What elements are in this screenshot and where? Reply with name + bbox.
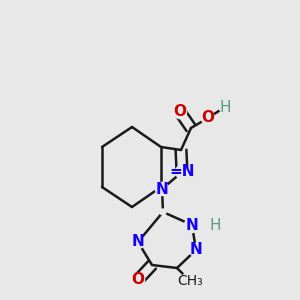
Circle shape — [181, 272, 199, 290]
Circle shape — [131, 236, 145, 249]
Circle shape — [131, 273, 145, 286]
Circle shape — [184, 218, 200, 232]
Circle shape — [155, 182, 169, 196]
Text: O: O — [202, 110, 214, 125]
Text: O: O — [131, 272, 145, 287]
Text: N: N — [186, 218, 198, 232]
Text: N: N — [156, 182, 168, 196]
Circle shape — [209, 219, 221, 231]
Text: CH₃: CH₃ — [177, 274, 203, 288]
Text: H: H — [219, 100, 231, 115]
Circle shape — [176, 165, 189, 178]
Circle shape — [173, 105, 187, 119]
Circle shape — [219, 101, 231, 113]
Text: N: N — [132, 235, 144, 250]
Text: N: N — [190, 242, 202, 257]
Text: O: O — [173, 104, 187, 119]
Circle shape — [201, 111, 214, 124]
Circle shape — [160, 209, 166, 215]
Circle shape — [189, 243, 203, 256]
Text: H: H — [209, 218, 221, 232]
Text: =N: =N — [169, 164, 195, 179]
